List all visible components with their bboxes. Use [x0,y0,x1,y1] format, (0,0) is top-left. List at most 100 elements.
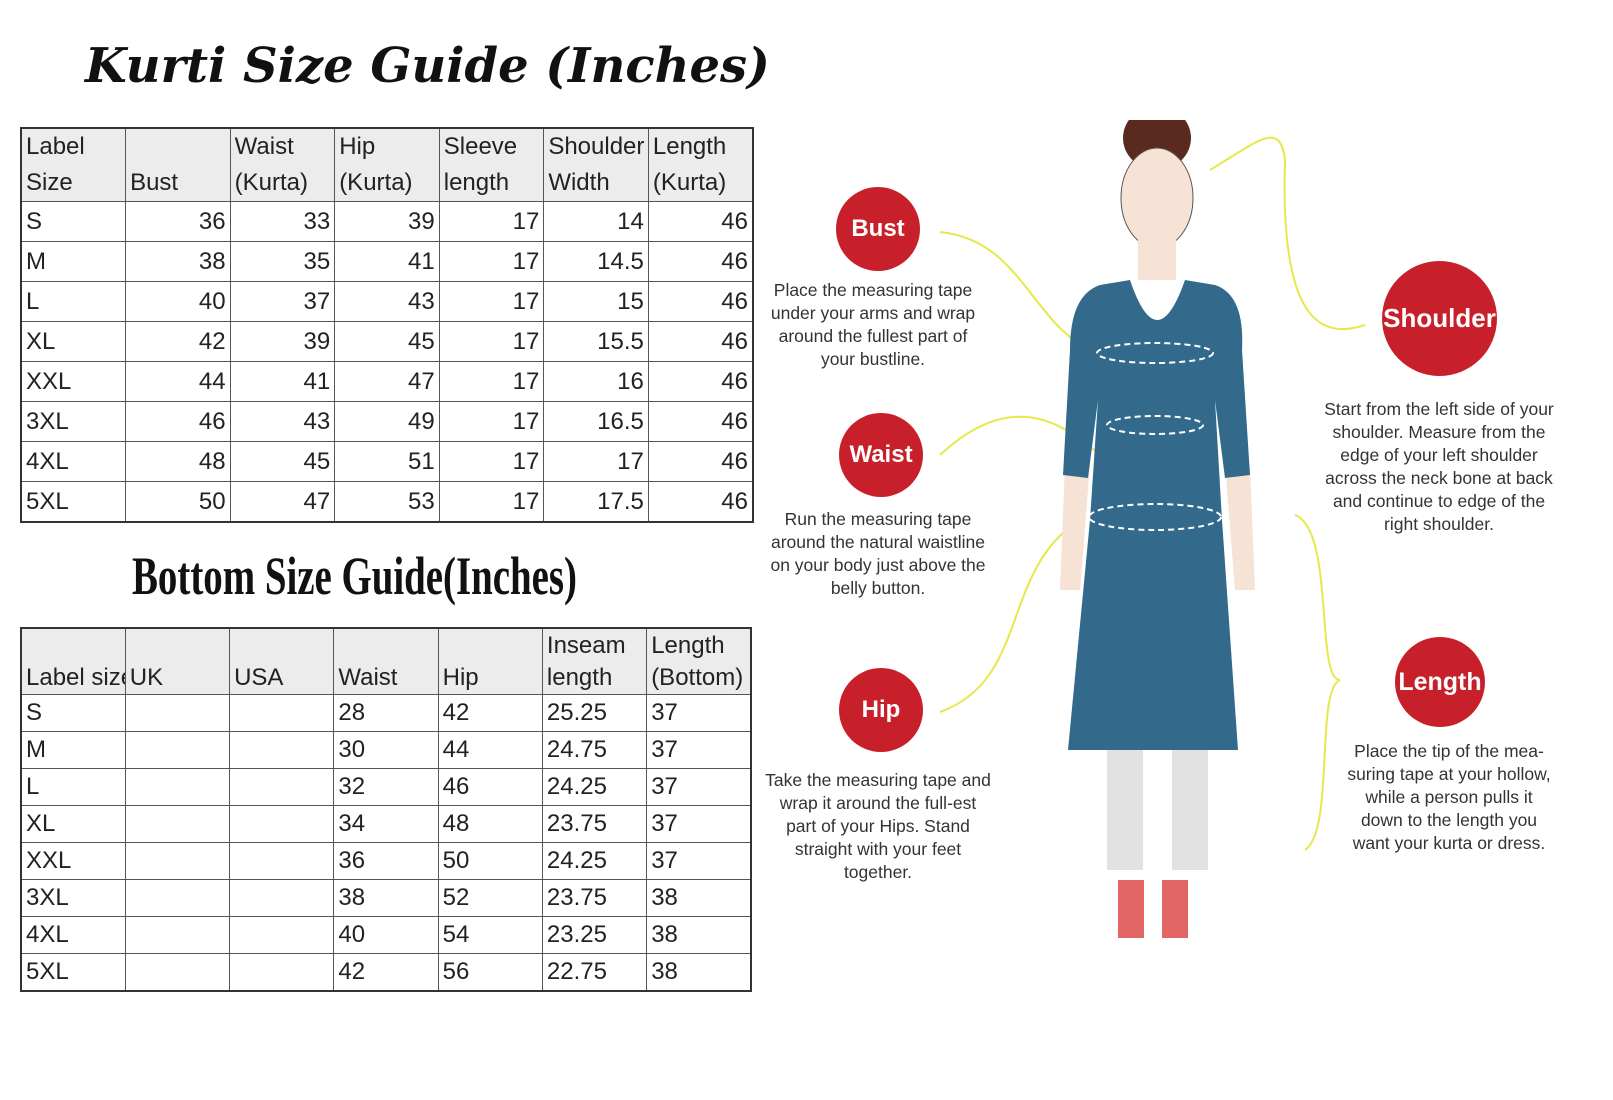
kurta [1063,280,1250,750]
table-cell [124,731,231,769]
table-cell [124,694,231,732]
table-cell: 37 [646,768,752,806]
header-line: Length [652,133,727,160]
table-cell: 24.75 [541,731,648,769]
table-cell: 24.25 [541,842,648,880]
table-cell: 48 [437,805,543,843]
column-header: Sleeve length [438,127,545,202]
table-cell: 37 [646,694,752,732]
table-cell: 17 [543,441,649,482]
table-cell: 17 [438,201,545,242]
table-cell: 17 [438,481,545,523]
table-cell: 37 [646,842,752,880]
table-cell: 44 [125,361,231,402]
table-cell: 37 [646,805,752,843]
hip-description: Take the measuring tape and wrap it arou… [765,770,991,882]
table-cell: 43 [334,281,440,322]
table-cell: 30 [333,731,439,769]
table-cell: S [20,694,126,732]
table-cell: 49 [334,401,440,442]
table-cell: M [20,731,126,769]
table-cell [229,731,335,769]
table-cell [124,842,231,880]
shoes [1118,880,1188,938]
table-cell: 15.5 [543,321,649,362]
table-row: 5XL 42 56 22.75 38 [20,953,752,992]
table-cell: 42 [437,694,543,732]
header-line: Size [26,169,73,196]
table-cell: 17 [438,281,545,322]
table-cell: 14 [543,201,649,242]
header-line: (Kurta) [339,169,413,196]
table-cell: 50 [125,481,231,523]
table-cell: 52 [437,879,543,917]
table-cell: 36 [125,201,231,242]
table-cell: 17 [438,441,545,482]
length-badge: Length [1395,637,1485,727]
header-line: USA [234,664,284,691]
table-cell: 38 [646,879,752,917]
table-cell: XL [20,321,127,362]
table-row: 4XL 48 45 51 17 17 46 [20,441,754,482]
table-cell [229,768,335,806]
table-cell: 38 [646,953,752,992]
column-header: Waist [333,627,439,695]
header-line: Inseam [546,632,626,659]
table-cell [229,879,335,917]
column-header: Hip [437,627,543,695]
table-cell [124,768,231,806]
header-line: Label size [26,664,126,691]
column-header: Hip (Kurta) [334,127,440,202]
table-cell: 23.75 [541,805,648,843]
header-line: Width [548,169,610,196]
header-line: Hip [442,664,479,691]
right-leg [1172,750,1208,870]
table-row: XXL 44 41 47 17 16 46 [20,361,754,402]
length-description: Place the tip of the mea-suring tape at … [1347,741,1551,853]
header-line: (Kurta) [652,169,727,196]
table-cell: 15 [543,281,649,322]
bottom-title: Bottom Size Guide(Inches) [132,546,577,606]
table-row: 3XL 46 43 49 17 16.5 46 [20,401,754,442]
table-cell: 38 [333,879,439,917]
waist-description: Run the measuring tape around the natura… [770,509,986,598]
hip-badge: Hip [839,668,923,752]
bust-description: Place the measuring tape under your arms… [770,280,976,369]
bottom-size-table: Label size UK USA Waist Hip Inseam length Lengt… [20,627,752,992]
table-cell: 40 [125,281,231,322]
table-cell: 54 [437,916,543,954]
table-row: L 32 46 24.25 37 [20,768,752,806]
table-row: 4XL 40 54 23.25 38 [20,916,752,954]
table-cell: 35 [229,241,336,282]
table-cell: 56 [437,953,543,992]
table-cell: 28 [333,694,439,732]
table-cell: 46 [647,201,754,242]
table-cell [124,879,231,917]
column-header: Length (Bottom) [646,627,752,695]
table-row: M 38 35 41 17 14.5 46 [20,241,754,282]
header-line: Shoulder [548,133,645,160]
table-row: XL 42 39 45 17 15.5 46 [20,321,754,362]
column-header: Label size [20,627,126,695]
table-row: XXL 36 50 24.25 37 [20,842,752,880]
table-cell [124,805,231,843]
table-cell: 38 [646,916,752,954]
table-row: S 28 42 25.25 37 [20,694,752,732]
table-cell: 17.5 [543,481,649,523]
table-cell: 39 [229,321,336,362]
header-line: Waist [338,664,398,691]
column-header: Shoulder Width [543,127,649,202]
table-cell: 22.75 [541,953,648,992]
table-cell: 37 [646,731,752,769]
table-cell: 46 [647,481,754,523]
table-cell: 50 [437,842,543,880]
column-header: Bust [125,127,231,202]
table-cell: 17 [438,401,545,442]
table-cell: 5XL [20,953,126,992]
table-cell: S [20,201,127,242]
table-cell: XL [20,805,126,843]
table-cell: 46 [647,361,754,402]
table-cell: 53 [334,481,440,523]
bust-arrow [939,231,1091,351]
table-cell: 41 [334,241,440,282]
